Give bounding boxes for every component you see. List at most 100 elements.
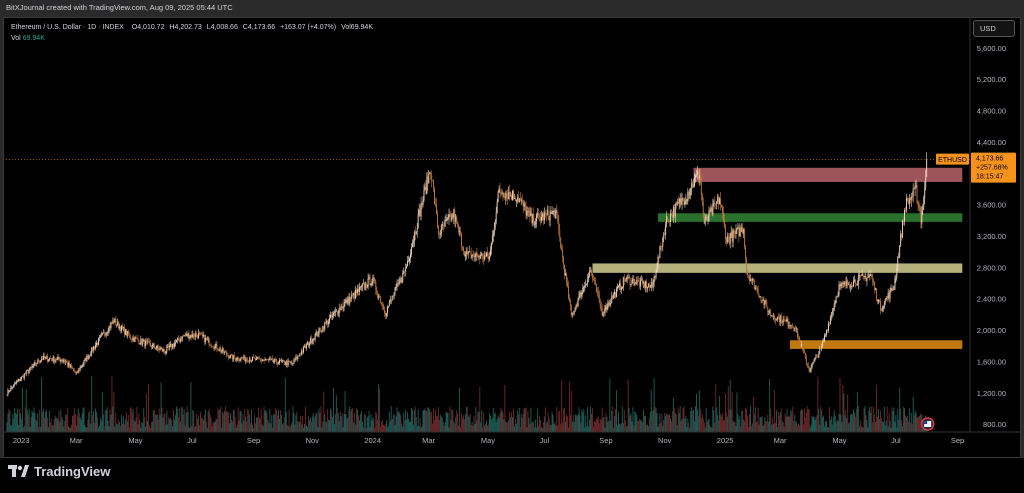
volume-bar: [88, 412, 90, 432]
candle-body: [117, 321, 119, 325]
candle-body: [11, 387, 13, 389]
volume-bar: [50, 418, 52, 432]
candle-body: [600, 305, 602, 308]
candle-body: [818, 353, 820, 358]
volume-bar: [96, 412, 97, 432]
currency-button[interactable]: USD: [973, 20, 1015, 37]
candle-body: [325, 322, 327, 324]
candle-body: [588, 275, 590, 279]
candle-body: [157, 345, 159, 349]
volume-bar: [176, 406, 177, 432]
volume-bar: [402, 426, 404, 432]
volume-bar: [454, 423, 456, 432]
volume-bar: [142, 422, 144, 432]
volume-bar: [572, 414, 574, 432]
candle-body: [161, 348, 163, 352]
volume-bar: [728, 409, 730, 432]
volume-bar: [711, 427, 713, 432]
volume-bar: [559, 410, 561, 432]
candle-body: [640, 279, 642, 287]
volume-bar: [391, 419, 393, 432]
volume-bar: [178, 408, 180, 432]
price-chart[interactable]: 5,600.005,200.004,800.004,400.004,000.00…: [0, 0, 1024, 458]
volume-bar: [339, 411, 341, 432]
candle-body: [50, 358, 52, 360]
candle-body: [196, 333, 198, 336]
volume-bar: [661, 413, 663, 432]
volume-bar: [580, 423, 582, 432]
volume-bar: [759, 416, 761, 432]
symbol-title[interactable]: Ethereum / U.S. Dollar · 1D · INDEX: [11, 24, 124, 31]
volume-bar: [388, 411, 390, 432]
volume-bar: [269, 409, 271, 432]
volume-bar: [155, 414, 157, 432]
candle-body: [303, 346, 305, 353]
candle-body: [777, 316, 779, 318]
volume-bar: [855, 408, 857, 432]
candle-body: [92, 347, 94, 351]
volume-bar: [205, 421, 207, 432]
candle-body: [555, 209, 557, 219]
volume-bar: [238, 420, 240, 432]
x-tick-label: May: [481, 436, 495, 445]
volume-bar: [685, 416, 687, 432]
volume-bar: [419, 418, 421, 432]
candle-body: [525, 207, 527, 216]
candle-body: [639, 281, 641, 287]
volume-bar: [258, 417, 260, 432]
volume-bar: [906, 415, 908, 432]
candle-body: [211, 346, 213, 347]
volume-bar: [44, 417, 45, 432]
candle-body: [153, 344, 155, 348]
volume-bar: [356, 408, 357, 432]
volume-bar: [405, 409, 407, 432]
candle-body: [208, 338, 210, 346]
volume-bar: [635, 412, 637, 432]
x-tick-label: Nov: [658, 436, 672, 445]
candle-body: [323, 326, 325, 330]
volume-bar: [128, 427, 130, 432]
volume-bar: [224, 411, 226, 432]
volume-bar: [455, 417, 457, 432]
volume-bar: [803, 408, 805, 432]
candle-body: [538, 213, 540, 216]
volume-bar: [213, 421, 215, 432]
candle-body: [44, 355, 45, 359]
candle-body: [433, 180, 435, 190]
event-flag-canton: [924, 421, 928, 424]
volume-bar: [61, 417, 63, 432]
volume-bar: [427, 407, 429, 432]
volume-bar: [772, 417, 774, 432]
volume-bar: [893, 407, 895, 432]
volume-bar: [93, 411, 95, 432]
candle-body: [81, 366, 83, 368]
candle-body: [75, 371, 77, 373]
candle-body: [474, 255, 476, 257]
candle-body: [150, 345, 152, 348]
volume-bar: [380, 426, 382, 432]
candle-body: [860, 275, 862, 277]
chart-frame: [3, 17, 1021, 458]
candle-body: [456, 216, 458, 223]
candle-body: [129, 334, 131, 339]
volume-bar: [146, 394, 148, 432]
candle-body: [28, 370, 30, 373]
candle-body: [752, 278, 754, 281]
volume-bar: [498, 417, 500, 432]
candle-body: [678, 201, 680, 204]
candle-body: [635, 283, 637, 284]
candle-body: [448, 214, 450, 219]
candle-body: [173, 344, 175, 347]
volume-bar: [617, 425, 618, 432]
volume-bar: [697, 415, 699, 432]
volume-bar: [575, 414, 577, 432]
volume-bar: [494, 412, 496, 432]
volume-bar: [570, 390, 572, 432]
volume-bar: [775, 410, 777, 432]
candle-body: [821, 345, 823, 349]
volume-bar: [783, 426, 785, 432]
volume-bar: [430, 412, 432, 432]
volume-bar: [338, 421, 340, 432]
volume-bar: [875, 422, 877, 432]
candle-body: [376, 290, 378, 294]
